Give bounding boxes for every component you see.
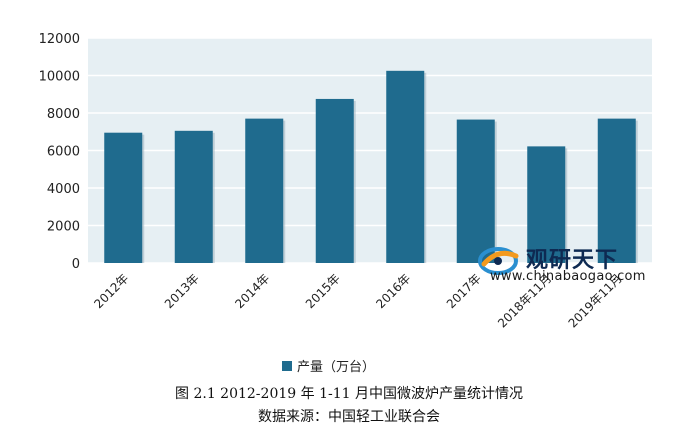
bar-chart: 0 2000 4000 6000 8000 10000 12000 2012年 2013年 20… bbox=[39, 32, 652, 330]
y-tick-label: 2000 bbox=[47, 220, 80, 235]
watermark-url: www.chinabaogao.com bbox=[490, 269, 646, 284]
y-tick-label: 8000 bbox=[47, 107, 80, 122]
bar bbox=[597, 118, 636, 263]
y-tick-label: 4000 bbox=[47, 182, 80, 197]
bar bbox=[456, 119, 495, 263]
bar bbox=[245, 118, 284, 263]
y-tick-label: 12000 bbox=[39, 32, 80, 47]
watermark-brand-name: 观研天下 bbox=[526, 248, 619, 273]
y-tick-label: 10000 bbox=[39, 70, 80, 85]
bar bbox=[174, 130, 213, 263]
legend: 产量（万台） bbox=[282, 356, 375, 375]
bar bbox=[386, 70, 425, 263]
bar bbox=[315, 98, 354, 263]
bar bbox=[104, 132, 143, 263]
x-tick-label: 2012年 bbox=[91, 271, 131, 311]
legend-label: 产量（万台） bbox=[297, 360, 376, 375]
data-source: 数据来源：中国轻工业联合会 bbox=[258, 409, 440, 425]
watermark: 观研天下 www.chinabaogao.com bbox=[478, 240, 688, 290]
x-tick-label: 2015年 bbox=[303, 271, 343, 311]
y-axis-tick-labels: 0 2000 4000 6000 8000 10000 12000 bbox=[39, 32, 80, 272]
bar bbox=[527, 146, 566, 263]
swirl-logo-icon bbox=[478, 247, 519, 275]
legend-swatch bbox=[282, 360, 292, 371]
bars bbox=[104, 70, 638, 263]
figure-caption: 图 2.1 2012-2019 年 1-11 月中国微波炉产量统计情况 bbox=[175, 386, 523, 402]
y-tick-label: 0 bbox=[72, 257, 80, 272]
y-tick-label: 6000 bbox=[47, 145, 80, 160]
x-tick-label: 2013年 bbox=[162, 271, 202, 311]
x-tick-label: 2016年 bbox=[373, 271, 413, 311]
x-tick-label: 2014年 bbox=[232, 271, 272, 311]
